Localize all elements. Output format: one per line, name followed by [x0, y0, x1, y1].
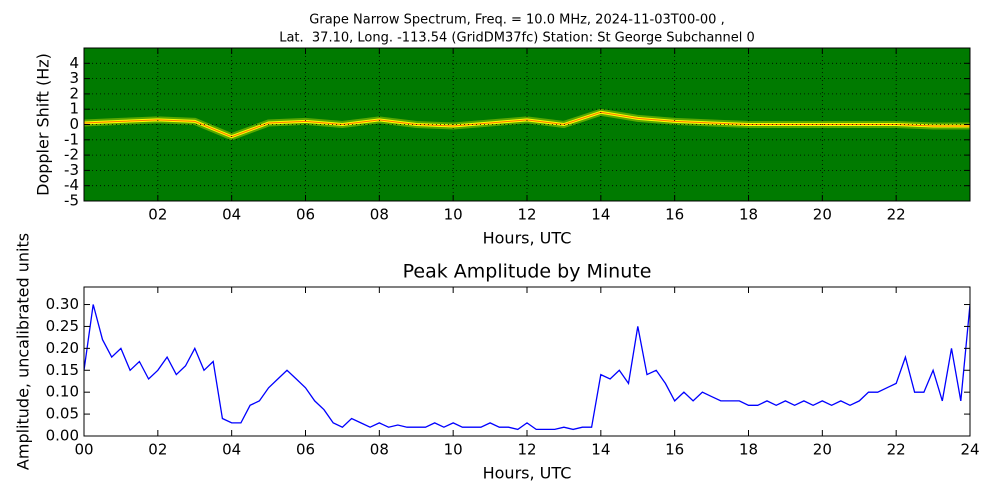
- x-tick-label: 00: [74, 441, 93, 459]
- line-group: [84, 304, 970, 431]
- y-tick-label: 0.10: [46, 383, 79, 401]
- y-axis-label: Amplitude, uncalibrated units: [14, 233, 33, 470]
- y-tick-label: 1: [69, 100, 79, 118]
- x-tick-label: 18: [739, 206, 758, 224]
- plot-frame: [83, 47, 971, 202]
- x-tick-label: 16: [665, 441, 684, 459]
- y-tick-label: 0.20: [46, 339, 79, 357]
- x-tick-label: 02: [148, 206, 167, 224]
- x-tick-label: 06: [296, 206, 315, 224]
- x-tick-label: 12: [517, 206, 536, 224]
- x-tick-label: 14: [591, 206, 610, 224]
- y-tick-label: 0: [69, 115, 79, 133]
- x-tick-label: 24: [960, 441, 979, 459]
- x-tick-label: 06: [296, 441, 315, 459]
- y-tick-label: -4: [64, 176, 79, 194]
- y-tick-label: 3: [69, 69, 79, 87]
- x-axis-label: Hours, UTC: [483, 464, 572, 483]
- x-tick-label: 10: [444, 441, 463, 459]
- chart-title: Peak Amplitude by Minute: [403, 261, 652, 283]
- x-tick-label: 22: [887, 206, 906, 224]
- y-tick-label: -3: [64, 161, 79, 179]
- x-tick-label: 16: [665, 206, 684, 224]
- x-tick-label: 14: [591, 441, 610, 459]
- x-tick-label: 08: [370, 441, 389, 459]
- y-tick-label: 2: [69, 84, 79, 102]
- x-tick-label: 12: [517, 441, 536, 459]
- x-tick-label: 18: [739, 441, 758, 459]
- chart-title: Grape Narrow Spectrum, Freq. = 10.0 MHz,…: [309, 13, 724, 28]
- y-tick-label: -5: [64, 192, 79, 210]
- y-tick-label: 4: [69, 54, 79, 72]
- chart-title: Lat. 37.10, Long. -113.54 (GridDM37fc) S…: [279, 31, 755, 46]
- plot-frame: [83, 286, 971, 437]
- y-axis-label: Doppler Shift (Hz): [34, 53, 53, 196]
- x-tick-label: 20: [813, 206, 832, 224]
- x-tick-label: 08: [370, 206, 389, 224]
- x-axis-label: Hours, UTC: [483, 229, 572, 248]
- y-tick-label: -2: [64, 146, 79, 164]
- x-tick-label: 02: [148, 441, 167, 459]
- x-tick-label: 20: [813, 441, 832, 459]
- x-tick-label: 04: [222, 206, 241, 224]
- line: [84, 304, 970, 431]
- y-tick-label: 0.00: [46, 427, 79, 445]
- y-tick-label: 0.25: [46, 317, 79, 335]
- y-tick-label: 0.15: [46, 361, 79, 379]
- y-tick-label: 0.30: [46, 295, 79, 313]
- y-tick-label: 0.05: [46, 405, 79, 423]
- y-tick-label: -1: [64, 130, 79, 148]
- x-tick-label: 10: [444, 206, 463, 224]
- x-tick-label: 04: [222, 441, 241, 459]
- x-tick-label: 22: [887, 441, 906, 459]
